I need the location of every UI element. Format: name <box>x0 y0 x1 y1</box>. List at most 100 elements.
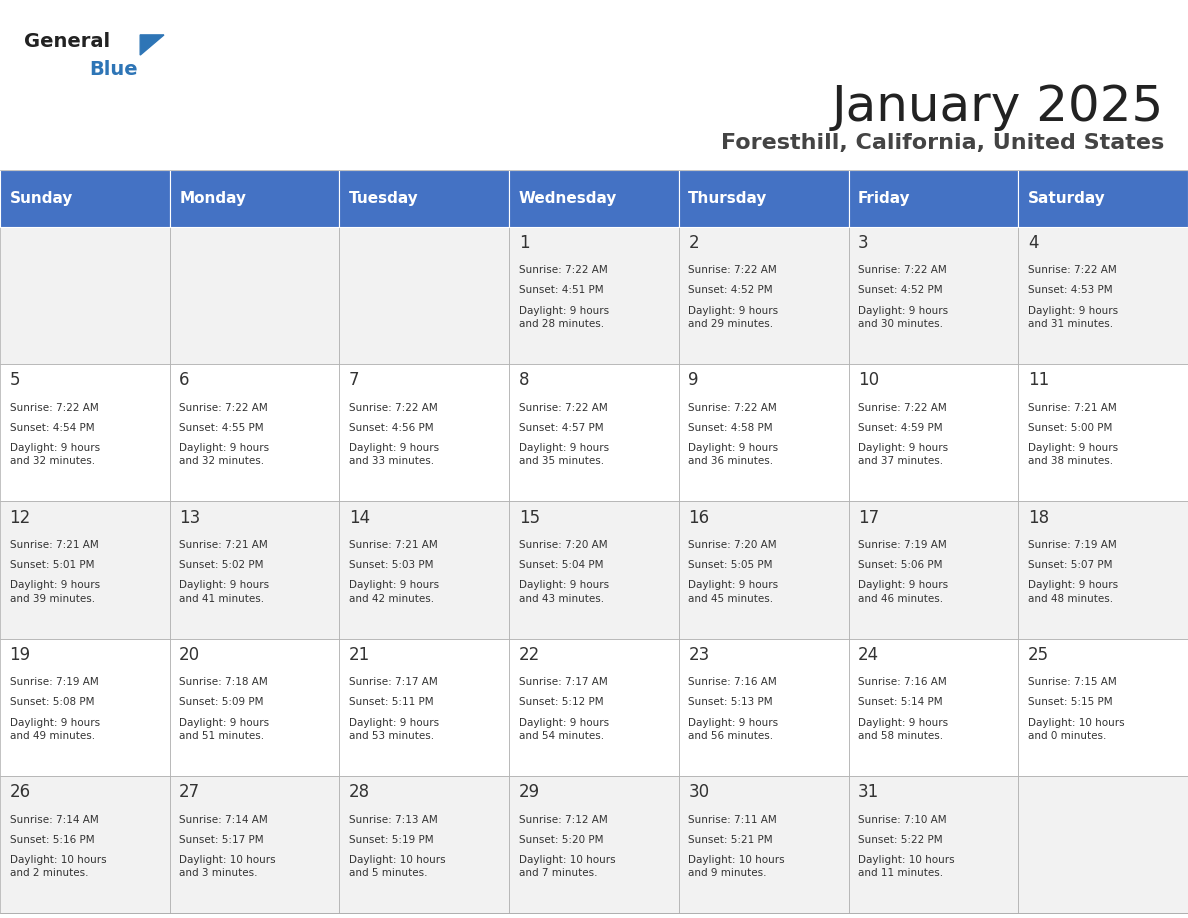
FancyBboxPatch shape <box>510 364 678 501</box>
Text: Daylight: 9 hours
and 36 minutes.: Daylight: 9 hours and 36 minutes. <box>688 443 778 466</box>
FancyBboxPatch shape <box>1018 170 1188 227</box>
Text: Daylight: 9 hours
and 30 minutes.: Daylight: 9 hours and 30 minutes. <box>858 306 948 329</box>
FancyBboxPatch shape <box>510 501 678 639</box>
Text: Wednesday: Wednesday <box>519 191 617 206</box>
Text: Sunrise: 7:13 AM: Sunrise: 7:13 AM <box>349 814 437 824</box>
Text: Sunset: 5:21 PM: Sunset: 5:21 PM <box>688 834 773 845</box>
Text: 27: 27 <box>179 783 201 801</box>
Text: Daylight: 10 hours
and 2 minutes.: Daylight: 10 hours and 2 minutes. <box>10 855 106 879</box>
Text: Sunrise: 7:21 AM: Sunrise: 7:21 AM <box>10 540 99 550</box>
FancyBboxPatch shape <box>1018 776 1188 913</box>
Text: Sunrise: 7:21 AM: Sunrise: 7:21 AM <box>349 540 437 550</box>
Text: 28: 28 <box>349 783 369 801</box>
Text: Daylight: 9 hours
and 54 minutes.: Daylight: 9 hours and 54 minutes. <box>519 718 608 741</box>
Text: Sunrise: 7:17 AM: Sunrise: 7:17 AM <box>349 677 437 688</box>
Text: Sunset: 5:11 PM: Sunset: 5:11 PM <box>349 698 434 708</box>
Text: 24: 24 <box>858 646 879 664</box>
FancyBboxPatch shape <box>340 501 510 639</box>
Text: Sunset: 5:03 PM: Sunset: 5:03 PM <box>349 560 434 570</box>
Text: Sunset: 5:00 PM: Sunset: 5:00 PM <box>1028 423 1112 432</box>
FancyBboxPatch shape <box>1018 227 1188 364</box>
Text: 5: 5 <box>10 372 20 389</box>
Text: Sunset: 4:56 PM: Sunset: 4:56 PM <box>349 423 434 432</box>
Text: Sunrise: 7:19 AM: Sunrise: 7:19 AM <box>1028 540 1117 550</box>
Text: Sunrise: 7:22 AM: Sunrise: 7:22 AM <box>688 265 777 275</box>
Text: Daylight: 9 hours
and 42 minutes.: Daylight: 9 hours and 42 minutes. <box>349 580 440 603</box>
Text: Daylight: 10 hours
and 9 minutes.: Daylight: 10 hours and 9 minutes. <box>688 855 785 879</box>
Text: Sunset: 5:12 PM: Sunset: 5:12 PM <box>519 698 604 708</box>
Text: Sunrise: 7:14 AM: Sunrise: 7:14 AM <box>179 814 268 824</box>
Text: 1: 1 <box>519 234 530 252</box>
Text: Sunrise: 7:18 AM: Sunrise: 7:18 AM <box>179 677 268 688</box>
FancyBboxPatch shape <box>0 639 170 776</box>
FancyBboxPatch shape <box>170 776 340 913</box>
Text: 30: 30 <box>688 783 709 801</box>
FancyBboxPatch shape <box>0 501 170 639</box>
FancyBboxPatch shape <box>848 776 1018 913</box>
Text: Sunrise: 7:12 AM: Sunrise: 7:12 AM <box>519 814 607 824</box>
Polygon shape <box>140 35 164 55</box>
Text: General: General <box>24 32 109 51</box>
Text: Sunrise: 7:21 AM: Sunrise: 7:21 AM <box>1028 403 1117 412</box>
Text: Daylight: 9 hours
and 43 minutes.: Daylight: 9 hours and 43 minutes. <box>519 580 608 603</box>
Text: 31: 31 <box>858 783 879 801</box>
FancyBboxPatch shape <box>1018 639 1188 776</box>
Text: 21: 21 <box>349 646 371 664</box>
Text: Sunrise: 7:17 AM: Sunrise: 7:17 AM <box>519 677 607 688</box>
Text: Sunrise: 7:10 AM: Sunrise: 7:10 AM <box>858 814 947 824</box>
Text: Sunrise: 7:22 AM: Sunrise: 7:22 AM <box>519 265 607 275</box>
Text: Sunset: 5:08 PM: Sunset: 5:08 PM <box>10 698 94 708</box>
Text: Daylight: 9 hours
and 32 minutes.: Daylight: 9 hours and 32 minutes. <box>179 443 270 466</box>
Text: 29: 29 <box>519 783 539 801</box>
Text: Sunset: 5:01 PM: Sunset: 5:01 PM <box>10 560 94 570</box>
Text: Sunset: 5:09 PM: Sunset: 5:09 PM <box>179 698 264 708</box>
Text: Sunday: Sunday <box>10 191 72 206</box>
FancyBboxPatch shape <box>170 501 340 639</box>
FancyBboxPatch shape <box>1018 501 1188 639</box>
Text: 16: 16 <box>688 509 709 527</box>
FancyBboxPatch shape <box>510 227 678 364</box>
Text: Daylight: 9 hours
and 48 minutes.: Daylight: 9 hours and 48 minutes. <box>1028 580 1118 603</box>
Text: Daylight: 9 hours
and 46 minutes.: Daylight: 9 hours and 46 minutes. <box>858 580 948 603</box>
Text: Sunrise: 7:11 AM: Sunrise: 7:11 AM <box>688 814 777 824</box>
Text: Sunrise: 7:20 AM: Sunrise: 7:20 AM <box>688 540 777 550</box>
Text: 12: 12 <box>10 509 31 527</box>
FancyBboxPatch shape <box>848 639 1018 776</box>
Text: Daylight: 9 hours
and 53 minutes.: Daylight: 9 hours and 53 minutes. <box>349 718 440 741</box>
FancyBboxPatch shape <box>0 227 170 364</box>
Text: 11: 11 <box>1028 372 1049 389</box>
Text: Daylight: 9 hours
and 58 minutes.: Daylight: 9 hours and 58 minutes. <box>858 718 948 741</box>
FancyBboxPatch shape <box>170 227 340 364</box>
Text: 9: 9 <box>688 372 699 389</box>
Text: Sunrise: 7:20 AM: Sunrise: 7:20 AM <box>519 540 607 550</box>
Text: Saturday: Saturday <box>1028 191 1106 206</box>
FancyBboxPatch shape <box>0 364 170 501</box>
Text: Daylight: 9 hours
and 29 minutes.: Daylight: 9 hours and 29 minutes. <box>688 306 778 329</box>
FancyBboxPatch shape <box>170 170 340 227</box>
Text: Sunrise: 7:14 AM: Sunrise: 7:14 AM <box>10 814 99 824</box>
Text: Daylight: 9 hours
and 39 minutes.: Daylight: 9 hours and 39 minutes. <box>10 580 100 603</box>
Text: Monday: Monday <box>179 191 246 206</box>
Text: Tuesday: Tuesday <box>349 191 418 206</box>
FancyBboxPatch shape <box>678 639 848 776</box>
FancyBboxPatch shape <box>0 776 170 913</box>
FancyBboxPatch shape <box>678 170 848 227</box>
Text: Sunset: 5:13 PM: Sunset: 5:13 PM <box>688 698 773 708</box>
Text: 14: 14 <box>349 509 369 527</box>
Text: 2: 2 <box>688 234 699 252</box>
Text: Sunrise: 7:16 AM: Sunrise: 7:16 AM <box>858 677 947 688</box>
Text: Sunrise: 7:19 AM: Sunrise: 7:19 AM <box>858 540 947 550</box>
Text: Sunset: 5:05 PM: Sunset: 5:05 PM <box>688 560 773 570</box>
Text: Daylight: 9 hours
and 45 minutes.: Daylight: 9 hours and 45 minutes. <box>688 580 778 603</box>
Text: 23: 23 <box>688 646 709 664</box>
Text: 26: 26 <box>10 783 31 801</box>
Text: 20: 20 <box>179 646 201 664</box>
Text: Foresthill, California, United States: Foresthill, California, United States <box>721 133 1164 153</box>
Text: 3: 3 <box>858 234 868 252</box>
Text: Sunset: 4:55 PM: Sunset: 4:55 PM <box>179 423 264 432</box>
Text: Sunset: 5:20 PM: Sunset: 5:20 PM <box>519 834 604 845</box>
Text: 25: 25 <box>1028 646 1049 664</box>
Text: Sunset: 4:53 PM: Sunset: 4:53 PM <box>1028 285 1112 296</box>
Text: Thursday: Thursday <box>688 191 767 206</box>
FancyBboxPatch shape <box>340 639 510 776</box>
